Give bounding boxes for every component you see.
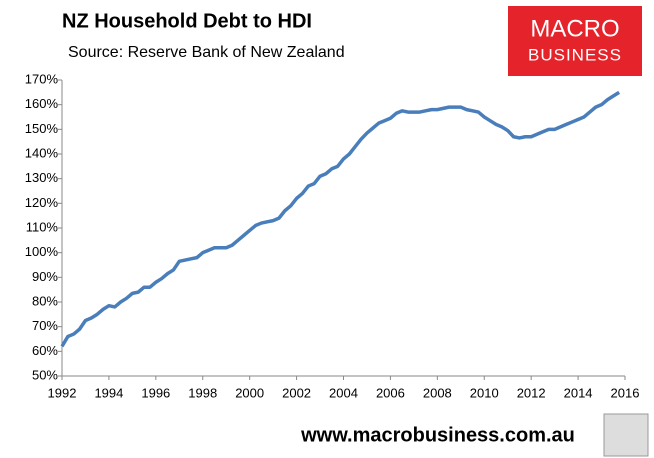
data-line bbox=[60, 90, 621, 348]
x-tick-label: 2014 bbox=[564, 385, 593, 400]
y-tick-label: 160% bbox=[25, 96, 59, 111]
x-tick-label: 1996 bbox=[141, 385, 170, 400]
y-tick-label: 80% bbox=[32, 293, 58, 308]
y-tick-label: 70% bbox=[32, 318, 58, 333]
logo-text: BUSINESS bbox=[528, 45, 622, 64]
y-tick-label: 100% bbox=[25, 244, 59, 259]
x-tick-label: 1998 bbox=[188, 385, 217, 400]
chart-title: NZ Household Debt to HDI bbox=[62, 10, 312, 32]
x-tick-label: 2002 bbox=[282, 385, 311, 400]
y-tick-label: 50% bbox=[32, 367, 58, 382]
x-tick-label: 2008 bbox=[423, 385, 452, 400]
y-tick-label: 140% bbox=[25, 145, 59, 160]
y-tick-label: 130% bbox=[25, 170, 59, 185]
x-tick-label: 1992 bbox=[48, 385, 77, 400]
logo-text: MACRO bbox=[530, 15, 619, 42]
y-tick-label: 90% bbox=[32, 269, 58, 284]
x-tick-label: 2016 bbox=[611, 385, 640, 400]
x-tick-label: 2010 bbox=[470, 385, 499, 400]
y-tick-label: 150% bbox=[25, 121, 59, 136]
y-tick-label: 120% bbox=[25, 195, 59, 210]
x-tick-label: 2000 bbox=[235, 385, 264, 400]
y-tick-label: 60% bbox=[32, 343, 58, 358]
chart-subtitle: Source: Reserve Bank of New Zealand bbox=[68, 44, 345, 61]
logo-box bbox=[508, 6, 642, 76]
wolf-icon bbox=[603, 413, 649, 457]
x-tick-label: 2006 bbox=[376, 385, 405, 400]
x-tick-label: 2004 bbox=[329, 385, 358, 400]
x-tick-label: 1994 bbox=[94, 385, 123, 400]
footer: www.macrobusiness.com.au bbox=[300, 424, 575, 446]
x-tick-label: 2012 bbox=[517, 385, 546, 400]
y-tick-label: 170% bbox=[25, 71, 59, 86]
y-tick-label: 110% bbox=[26, 219, 59, 234]
